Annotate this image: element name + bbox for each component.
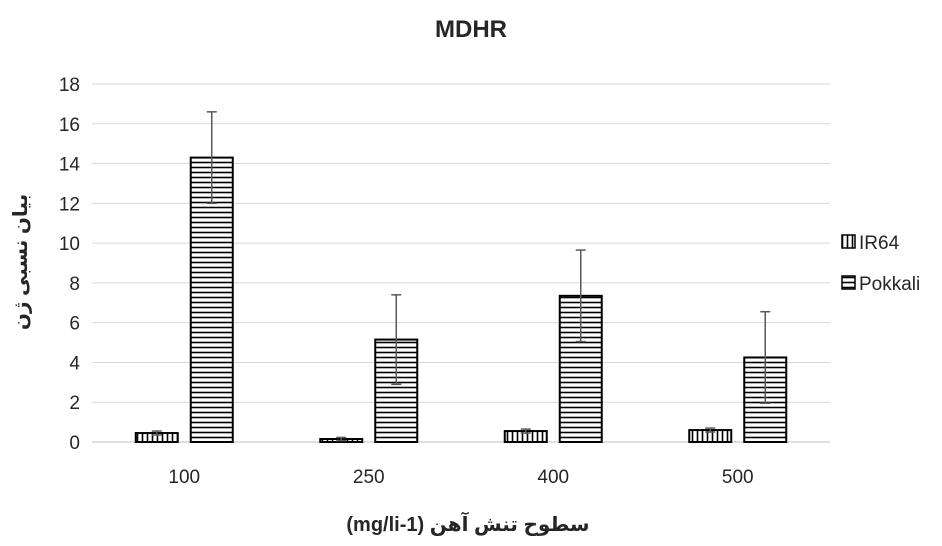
x-axis-ticks: 100 250 400 500 — [168, 467, 753, 488]
bar-pokkali-100 — [189, 156, 234, 443]
error-bar — [760, 310, 771, 404]
legend-label-pokkali: Pokkali — [859, 274, 920, 295]
x-tick-label: 400 — [537, 467, 569, 488]
error-bar — [705, 427, 716, 433]
y-tick-label: 0 — [69, 433, 80, 454]
error-bar — [151, 430, 162, 436]
y-tick-label: 4 — [69, 353, 80, 374]
error-bar — [520, 428, 531, 434]
y-tick-label: 16 — [59, 115, 80, 136]
error-bar — [206, 111, 217, 205]
chart-title: MDHR — [435, 16, 507, 43]
legend-swatch-pokkali — [841, 275, 856, 290]
y-tick-label: 12 — [59, 194, 80, 215]
y-tick-label: 18 — [59, 75, 80, 96]
x-axis-label: سطوح تنش آهن (mg/li-1) — [346, 511, 589, 536]
error-bars — [151, 111, 771, 442]
y-tick-label: 14 — [59, 155, 81, 176]
error-bar — [391, 294, 402, 386]
bars — [134, 156, 788, 444]
legend-label-ir64: IR64 — [859, 233, 900, 254]
x-tick-label: 500 — [722, 467, 754, 488]
x-tick-label: 100 — [168, 467, 200, 488]
error-bar — [575, 249, 586, 343]
y-axis-label: بیان نسبی ژن — [10, 194, 32, 330]
y-tick-label: 2 — [69, 393, 80, 414]
y-tick-label: 8 — [69, 274, 80, 295]
y-tick-label: 10 — [59, 234, 80, 255]
y-tick-label: 6 — [69, 314, 80, 335]
x-tick-label: 250 — [353, 467, 385, 488]
error-bar — [336, 436, 347, 442]
legend: IR64 Pokkali — [841, 233, 920, 295]
y-axis-ticks: 0 2 4 6 8 10 12 14 16 18 — [59, 75, 81, 454]
legend-swatch-ir64 — [841, 234, 856, 249]
